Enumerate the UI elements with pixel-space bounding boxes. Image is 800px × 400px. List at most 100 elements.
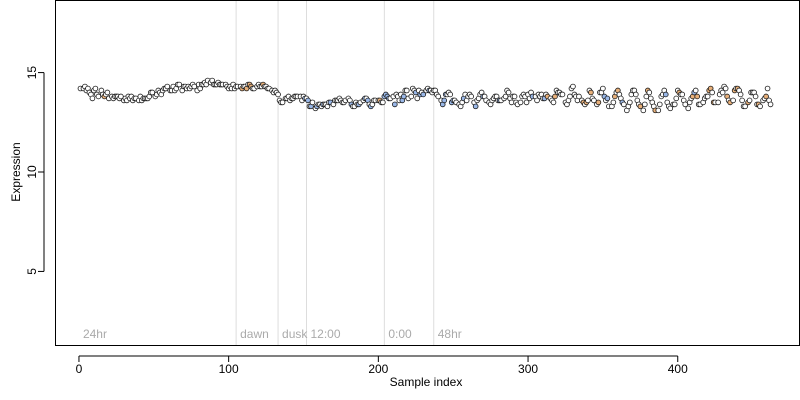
x-axis: 0 100 200 300 400	[76, 355, 688, 376]
data-point	[643, 93, 650, 100]
data-point	[576, 93, 582, 100]
data-point	[764, 85, 771, 92]
data-point	[567, 93, 573, 100]
data-point	[552, 93, 558, 100]
data-point	[722, 85, 729, 92]
data-point	[305, 97, 311, 104]
data-point	[176, 81, 183, 88]
plot-frame	[55, 0, 800, 346]
data-point	[164, 83, 171, 90]
data-point	[472, 103, 479, 110]
data-point	[403, 87, 410, 94]
data-point	[585, 97, 591, 104]
data-point	[447, 91, 454, 98]
data-point	[441, 97, 448, 104]
data-point	[275, 91, 281, 98]
data-point	[279, 99, 286, 106]
data-point	[118, 93, 124, 100]
data-point	[104, 89, 111, 96]
data-point	[685, 105, 692, 112]
data-point	[671, 101, 678, 108]
data-point	[595, 99, 602, 106]
x-tick-label: 200	[368, 362, 388, 376]
data-point	[737, 91, 744, 98]
region-dividers	[235, 1, 435, 345]
data-point	[637, 103, 644, 110]
data-point	[767, 101, 774, 108]
data-point	[692, 87, 699, 94]
region-label-2: dawn	[240, 327, 269, 341]
data-point	[646, 89, 653, 96]
data-point	[627, 99, 633, 106]
data-point	[400, 93, 407, 100]
data-point	[757, 103, 763, 110]
data-point	[149, 89, 156, 96]
region-label-3: dusk	[282, 327, 308, 341]
region-label-5: 0:00	[388, 327, 412, 341]
data-point	[550, 99, 557, 106]
data-point	[763, 93, 769, 100]
data-point	[570, 83, 576, 90]
y-axis: 5 10 15	[25, 66, 45, 275]
data-point	[742, 103, 748, 110]
x-axis-label: Sample index	[390, 375, 463, 389]
data-point	[523, 99, 530, 106]
region-label-6: 48hr	[438, 327, 462, 341]
data-point	[309, 99, 316, 106]
data-point	[600, 85, 606, 92]
data-point	[392, 101, 398, 108]
data-point	[92, 85, 99, 92]
data-point	[508, 99, 515, 106]
data-point	[667, 105, 674, 112]
data-point	[621, 101, 627, 108]
data-point	[746, 97, 753, 104]
x-tick-label: 300	[518, 362, 538, 376]
data-point	[420, 91, 427, 98]
data-point	[715, 99, 721, 106]
region-label-4: 12:00	[310, 327, 340, 341]
data-point	[591, 97, 597, 104]
data-point	[719, 89, 726, 96]
data-point	[662, 91, 669, 98]
data-point	[604, 95, 611, 102]
data-point	[752, 93, 759, 100]
data-point	[505, 89, 512, 96]
data-point	[89, 95, 96, 102]
data-points	[77, 77, 774, 114]
data-point	[656, 101, 663, 108]
region-label-1: 24hr	[83, 327, 107, 341]
x-tick-label: 100	[219, 362, 239, 376]
data-point	[640, 107, 647, 114]
y-tick-label: 15	[25, 66, 39, 80]
data-point	[633, 91, 639, 98]
data-point	[534, 97, 540, 104]
data-point	[380, 99, 386, 106]
data-point	[610, 99, 617, 106]
data-point	[408, 93, 415, 100]
data-point	[517, 99, 524, 106]
y-tick-label: 5	[25, 268, 39, 275]
x-tick-label: 0	[76, 362, 83, 376]
y-axis-label: Expression	[9, 142, 23, 201]
x-tick-label: 400	[668, 362, 688, 376]
data-point	[730, 97, 736, 104]
region-labels: 24hr dawn dusk 12:00 0:00 48hr	[83, 327, 462, 341]
data-point	[682, 101, 689, 108]
data-point	[679, 91, 686, 98]
data-point	[642, 101, 648, 108]
data-point	[655, 107, 662, 114]
data-point	[704, 93, 711, 100]
data-point	[511, 93, 518, 100]
data-point	[559, 91, 566, 98]
data-point	[694, 93, 701, 100]
data-point	[468, 93, 474, 100]
data-point	[435, 93, 442, 100]
data-point	[191, 83, 198, 90]
data-point	[673, 95, 680, 102]
data-point	[709, 89, 715, 96]
y-tick-label: 10	[25, 165, 39, 179]
data-point	[95, 93, 102, 100]
data-point	[588, 89, 594, 96]
